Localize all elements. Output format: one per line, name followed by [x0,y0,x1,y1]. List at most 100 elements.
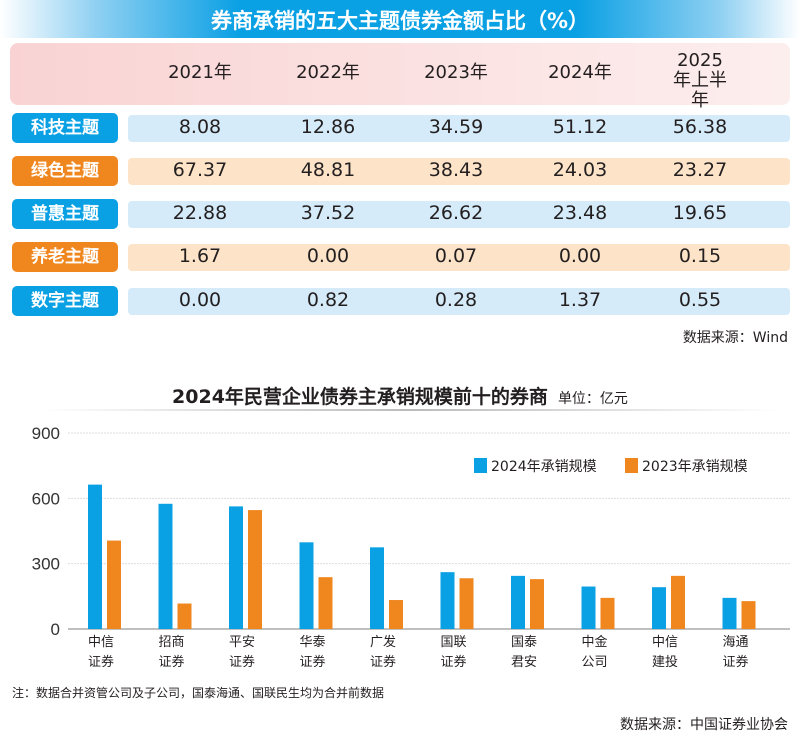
bar-2023 [671,575,685,629]
table-cell: 34.59 [428,116,484,138]
table-cell: 38.43 [428,159,484,181]
table-title-banner: 券商承销的五大主题债券金额占比（%） [0,0,800,38]
x-tick-label: 平安 [229,635,255,650]
x-tick-label: 证券 [229,654,255,670]
column-header: 2024年 [548,62,612,83]
y-tick-label: 900 [32,424,60,443]
x-tick-label: 证券 [722,654,748,670]
table-cell: 1.67 [178,245,222,267]
table-cell: 37.52 [300,202,356,224]
legend-swatch [474,458,487,473]
table-title: 券商承销的五大主题债券金额占比（%） [210,9,590,33]
row-label: 养老主题 [12,242,118,272]
bar-2023 [389,600,403,629]
table-cell: 0.00 [558,245,602,267]
table-cell: 0.82 [306,289,350,311]
column-header: 2021年 [168,62,232,83]
row-label: 普惠主题 [12,199,118,229]
table-row: 普惠主题 22.88 37.52 26.62 23.48 19.65 [10,199,790,229]
column-header: 2025年上半年 [673,50,727,111]
row-background [128,244,790,271]
legend-label: 2024年承销规模 [491,459,597,475]
table-cell: 26.62 [428,202,484,224]
table-cell: 12.86 [300,116,356,138]
table-cell: 51.12 [552,116,608,138]
y-tick-label: 0 [51,620,60,639]
table-cell: 23.48 [552,202,608,224]
table-header: 2021年 2022年 2023年 2024年 2025年上半年 [10,43,790,111]
x-tick-label: 公司 [581,655,607,670]
x-tick-label: 国联 [440,635,466,650]
x-tick-label: 建投 [652,654,678,670]
row-label: 数字主题 [12,286,118,316]
table-cell: 1.37 [558,289,602,311]
row-background [128,201,790,228]
bar-2023 [530,579,544,629]
row-label: 绿色主题 [12,156,118,186]
x-tick-label: 海通 [722,635,748,650]
row-background [128,288,790,315]
row-label: 科技主题 [12,113,118,143]
table-cell: 0.55 [678,289,722,311]
legend-label: 2023年承销规模 [642,459,748,475]
x-tick-label: 广发 [370,634,396,650]
x-tick-label: 证券 [440,654,466,670]
y-tick-label: 300 [32,555,60,574]
bar-2024 [370,547,384,629]
table-cell: 48.81 [300,159,356,181]
chart-unit: 单位：亿元 [557,391,628,407]
legend-swatch [625,458,638,473]
table-cell: 24.03 [552,159,608,181]
table-cell: 0.00 [306,245,350,267]
x-tick-label: 证券 [299,654,325,670]
table-cell: 0.28 [434,289,478,311]
x-tick-label: 证券 [370,654,396,670]
bar-2024 [158,503,173,629]
bar-2024 [581,586,596,629]
chart-note: 注：数据合并资管公司及子公司，国泰海通、国联民生均为合并前数据 [12,686,385,700]
x-tick-label: 中信 [652,635,678,650]
x-tick-label: 华泰 [299,635,325,650]
table-cell: 0.00 [178,289,222,311]
bar-2023 [177,603,192,629]
x-tick-label: 中金 [581,634,607,650]
bar-2024 [88,484,102,629]
row-background [128,158,790,185]
bar-2024 [722,597,737,629]
chart-title-wrap: 2024年民营企业债券主承销规模前十的券商 单位：亿元 [0,382,800,409]
bar-2024 [299,542,314,629]
table-row: 科技主题 8.08 12.86 34.59 51.12 56.38 [10,113,790,143]
table-cell: 19.65 [672,202,728,224]
column-header: 2023年 [424,62,488,83]
column-header: 2022年 [296,62,360,83]
bar-2023 [459,578,474,629]
row-background [128,115,790,142]
bar-2023 [600,597,615,629]
table-source: 数据来源：Wind [682,330,788,346]
table-cell: 0.07 [434,245,478,267]
divider [40,409,780,411]
chart-source: 数据来源：中国证券业协会 [620,717,788,733]
bar-2024 [440,572,455,629]
table-row: 绿色主题 67.37 48.81 38.43 24.03 23.27 [10,156,790,186]
x-tick-label: 证券 [158,654,184,670]
y-tick-label: 600 [32,489,60,508]
x-tick-label: 国泰 [511,635,537,650]
x-tick-label: 招商 [158,635,184,650]
table-row: 数字主题 0.00 0.82 0.28 1.37 0.55 [10,286,790,316]
table-cell: 22.88 [172,202,228,224]
bar-2023 [741,601,756,629]
bar-2024 [652,587,666,629]
table-row: 养老主题 1.67 0.00 0.07 0.00 0.15 [10,242,790,272]
bar-2023 [318,577,333,629]
table-cell: 67.37 [172,159,228,181]
x-tick-label: 君安 [511,655,537,670]
table-cell: 0.15 [678,245,722,267]
table-cell: 56.38 [672,116,728,138]
table-cell: 23.27 [672,159,728,181]
bar-2023 [107,540,121,629]
x-tick-label: 中信 [88,635,114,650]
x-tick-label: 证券 [88,654,114,670]
bar-2023 [248,510,262,629]
